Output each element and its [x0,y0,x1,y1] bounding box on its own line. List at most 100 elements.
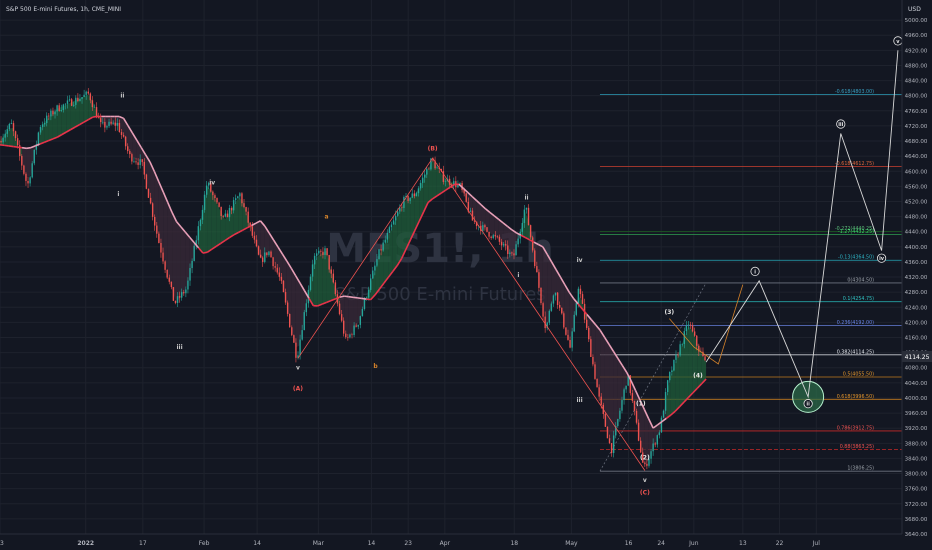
ma-line-segment [136,139,142,148]
wave-label: a [324,214,328,221]
candle-body [473,220,476,222]
candle-body [97,117,100,119]
ma-fill-segment [88,94,93,120]
candle-body [259,254,262,258]
ma-fill-segment [48,113,53,141]
ma-fill-segment [639,399,645,467]
candle-body [546,322,548,329]
candle-body [50,110,52,117]
candle-body [465,193,467,202]
ma-line-segment [264,225,270,234]
ma-line-segment [586,313,592,321]
candle-body [405,196,407,197]
candle-body [158,233,160,244]
ma-fill-segment [653,424,658,449]
candle-body [639,440,642,453]
candle-body [571,331,573,348]
ma-line-segment [290,267,297,277]
candle-body [608,438,611,444]
candle-body [147,188,150,198]
time-axis[interactable]: 13 2022 17 Feb 14 Mar 14 23 Apr 18 May 16 24 Jun 13 22 J… [0,533,902,547]
ma-fill-segment [57,106,62,138]
candle-body [291,327,293,336]
ma-fill-segment [392,216,398,272]
candle-body [143,161,146,175]
candle-body [270,251,272,258]
wave-drawings[interactable] [297,50,899,471]
candle-body [228,208,231,218]
candle-body [141,159,143,162]
ma-line-segment [317,303,323,307]
ma-line-segment [396,258,403,267]
candle-body [12,123,15,132]
ma-fill-segment [604,337,610,437]
price-axis[interactable]: 5000.00 4960.00 4920.00 4880.00 4840.00 4800.… [901,0,928,538]
candle-body [35,144,38,150]
y-tick-label: 3920.00 [905,426,928,432]
candle-body [490,236,492,238]
candle-body [43,123,46,125]
y-tick-label: 4560.00 [905,184,928,190]
projection-wave-line [705,50,899,399]
candle-body [181,292,183,298]
ma-line-segment [502,222,508,227]
ma-line-segment [409,230,416,241]
ma-line-segment [467,191,473,198]
candle-body [89,93,92,101]
ma-line-segment [418,211,425,222]
ma-fill-segment [154,171,159,238]
ma-line-segment [348,295,354,299]
ma-line-segment [43,139,49,144]
candle-body [266,252,268,256]
ma-line-segment [529,239,535,243]
candle-body [550,303,553,311]
ma-fill-segment [172,212,177,303]
ma-line-segment [52,136,58,140]
candle-body [548,310,550,323]
candle-body [388,227,391,233]
ma-line-segment [166,201,173,213]
ma-fill-segment [185,232,190,292]
candle-body [347,337,349,338]
candle-body [407,196,409,201]
ma-line-segment [361,297,367,300]
ma-line-segment [392,265,398,272]
ma-line-segment [153,171,160,183]
ma-fill-segment [167,202,173,291]
candle-body [52,110,54,115]
candle-body [563,313,565,328]
candle-body [131,154,133,162]
ma-line-segment [374,288,381,296]
candle-body [118,122,121,133]
candle-body [197,226,200,241]
ma-line-segment [308,297,315,307]
y-tick-label: 4840.00 [905,79,928,85]
wave-label: ii [120,93,124,100]
candle-body [326,248,328,256]
candle-body [600,396,602,405]
candle-body [100,118,102,123]
wave-label: b [373,363,378,370]
y-tick-label: 4400.00 [905,245,928,251]
ma-fill-segment [525,211,530,240]
candle-body [210,183,212,192]
candle-body [421,177,424,183]
candle-body [311,264,314,277]
ma-fill-segment [123,118,128,150]
wave-labels: iiiiviiiabv(A)(B)iiiiviiiv(C)(1)(2)(3)(4… [117,36,903,496]
ma-fill-segment [220,211,226,244]
candle-body [540,287,542,304]
candle-body [511,252,513,254]
ma-line-segment [277,246,284,255]
candle-body [212,191,214,196]
candle-body [617,419,619,427]
candle-body [401,207,403,209]
y-tick-label: 4640.00 [905,154,928,160]
candle-body [440,168,443,172]
candle-body [21,155,23,166]
candle-body [666,380,669,393]
x-tick-label: 23 [404,540,412,547]
ma-line-segment [427,198,433,204]
candle-body [286,302,289,314]
